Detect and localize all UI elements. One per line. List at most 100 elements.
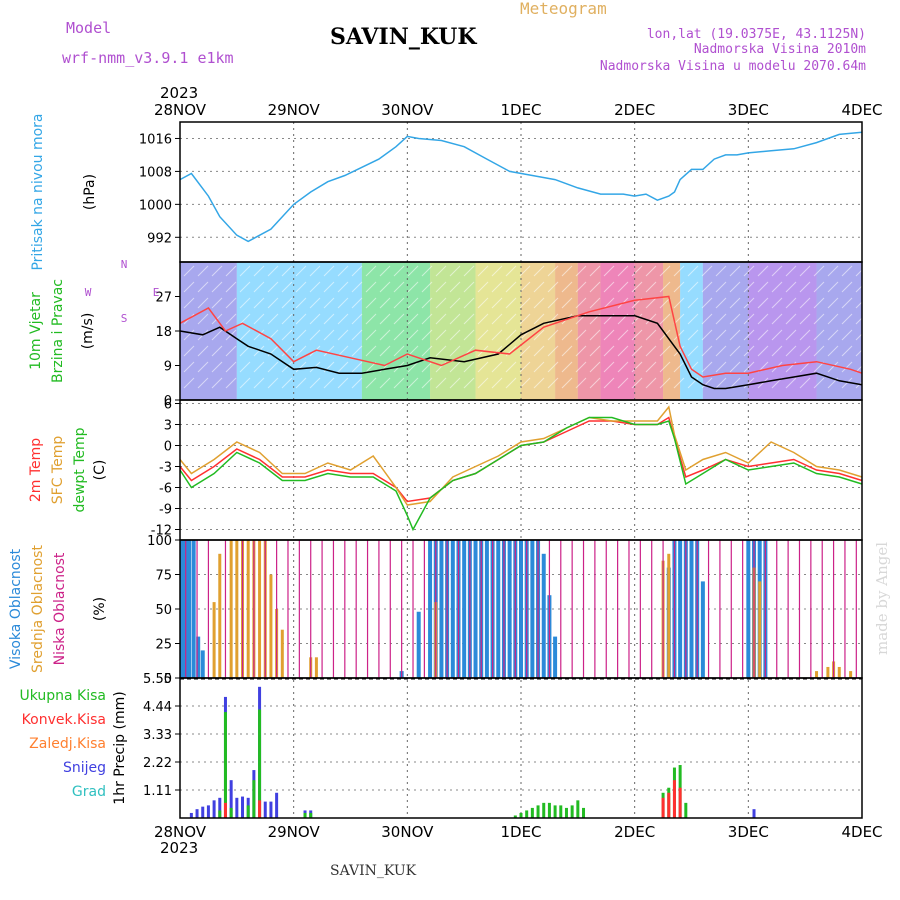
wind-barb xyxy=(393,313,405,325)
wind-ylabel-2: Brzina i Pravac xyxy=(50,279,66,383)
wind-barb xyxy=(407,297,419,309)
wind-barb xyxy=(295,281,307,293)
bar-precip_total xyxy=(547,802,551,818)
wind-barb xyxy=(729,297,741,309)
y-tick-label: -12 xyxy=(151,524,172,539)
wind-barb xyxy=(393,281,405,293)
bar-cloud_high xyxy=(553,636,558,678)
wind-barb xyxy=(505,329,517,341)
bar-precip_total xyxy=(519,812,523,818)
temp-ylabel-sfc: SFC Temp xyxy=(50,436,66,505)
wind-barb xyxy=(589,281,601,293)
wind-barb xyxy=(225,297,237,309)
wind-barb xyxy=(617,361,629,373)
bar-cloud_high xyxy=(484,540,489,678)
wind-barb xyxy=(533,281,545,293)
bar-cloud_high xyxy=(187,540,192,678)
wind-barb xyxy=(743,281,755,293)
wind-barb xyxy=(645,313,657,325)
panel-frames xyxy=(179,121,863,819)
series-line-wind_gust xyxy=(179,295,863,378)
bar-cloud_low xyxy=(605,540,607,678)
wind-barb xyxy=(743,345,755,357)
wind-barb xyxy=(617,377,629,389)
wind-barb xyxy=(407,281,419,293)
bar-cloud_high xyxy=(180,540,185,678)
wind-barb xyxy=(603,281,615,293)
y-tick-label: 50 xyxy=(155,603,172,618)
bar-cloud_high xyxy=(450,540,455,678)
bar-cloud_low xyxy=(310,540,312,678)
wind-barb xyxy=(239,297,251,309)
y-tick-label: 3.33 xyxy=(143,728,172,743)
bar-cloud_high xyxy=(746,540,751,678)
bar-cloud_high xyxy=(473,540,478,678)
wind-barb xyxy=(379,313,391,325)
bar-precip_total xyxy=(525,810,529,818)
wind-barb xyxy=(771,313,783,325)
wind-barb xyxy=(785,377,797,389)
wind-barb xyxy=(729,377,741,389)
wind-barb xyxy=(659,377,671,389)
wind-barb xyxy=(253,297,265,309)
wind-barb xyxy=(337,281,349,293)
wind-barb xyxy=(547,281,559,293)
wind-barb xyxy=(589,377,601,389)
wind-barb xyxy=(757,281,769,293)
wind-barb xyxy=(687,361,699,373)
x-tick-label-bottom: 4DEC xyxy=(841,823,882,841)
wind-barb xyxy=(799,361,811,373)
wind-barb xyxy=(239,265,251,277)
wind-barb xyxy=(575,297,587,309)
bar-cloud_mid xyxy=(667,553,671,678)
bar-precip_snow xyxy=(189,812,193,818)
wind-barb xyxy=(197,377,209,389)
wind-barb xyxy=(631,329,643,341)
wind-barb xyxy=(687,329,699,341)
wind-unit: (m/s) xyxy=(80,313,96,350)
wind-barb xyxy=(603,361,615,373)
bar-cloud_low xyxy=(435,540,437,678)
wind-barb xyxy=(183,377,195,389)
wind-barb xyxy=(841,345,853,357)
bar-cloud_low xyxy=(185,540,187,678)
wind-barb xyxy=(575,377,587,389)
wind-barb xyxy=(449,345,461,357)
wind-barb xyxy=(253,313,265,325)
wind-barb xyxy=(785,281,797,293)
wind-barb xyxy=(421,329,433,341)
bar-cloud_low xyxy=(628,540,630,678)
precip-legend-item: Snijeg xyxy=(63,760,106,776)
wind-barb xyxy=(183,265,195,277)
bar-precip_snow xyxy=(218,797,222,818)
wind-barb xyxy=(701,297,713,309)
bar-precip_total xyxy=(559,805,563,818)
wind-barb xyxy=(309,377,321,389)
bar-cloud_mid xyxy=(280,629,284,678)
wind-barb xyxy=(701,313,713,325)
wind-barb xyxy=(183,329,195,341)
bar-precip_snow xyxy=(201,806,205,818)
wind-barb xyxy=(253,329,265,341)
bar-cloud_low xyxy=(617,540,619,678)
bar-precip_conv xyxy=(258,800,262,818)
bar-cloud_low xyxy=(844,540,846,678)
wind-barb xyxy=(813,345,825,357)
wind-barb xyxy=(855,377,867,389)
wind-barb xyxy=(757,297,769,309)
wind-barb xyxy=(519,297,531,309)
bar-cloud_low xyxy=(196,540,198,678)
wind-barb xyxy=(337,265,349,277)
bar-cloud_low xyxy=(469,540,471,678)
wind-barb xyxy=(729,313,741,325)
series-line-pressure xyxy=(179,131,863,243)
bar-cloud_high xyxy=(191,540,196,678)
bar-cloud_mid xyxy=(314,657,318,678)
wind-barb xyxy=(421,281,433,293)
bar-precip_snow xyxy=(275,792,279,818)
bar-cloud_low xyxy=(730,540,732,678)
wind-barb xyxy=(505,265,517,277)
bar-cloud_mid xyxy=(218,553,222,678)
y-tick-label: 1000 xyxy=(139,198,172,213)
wind-barb xyxy=(337,377,349,389)
